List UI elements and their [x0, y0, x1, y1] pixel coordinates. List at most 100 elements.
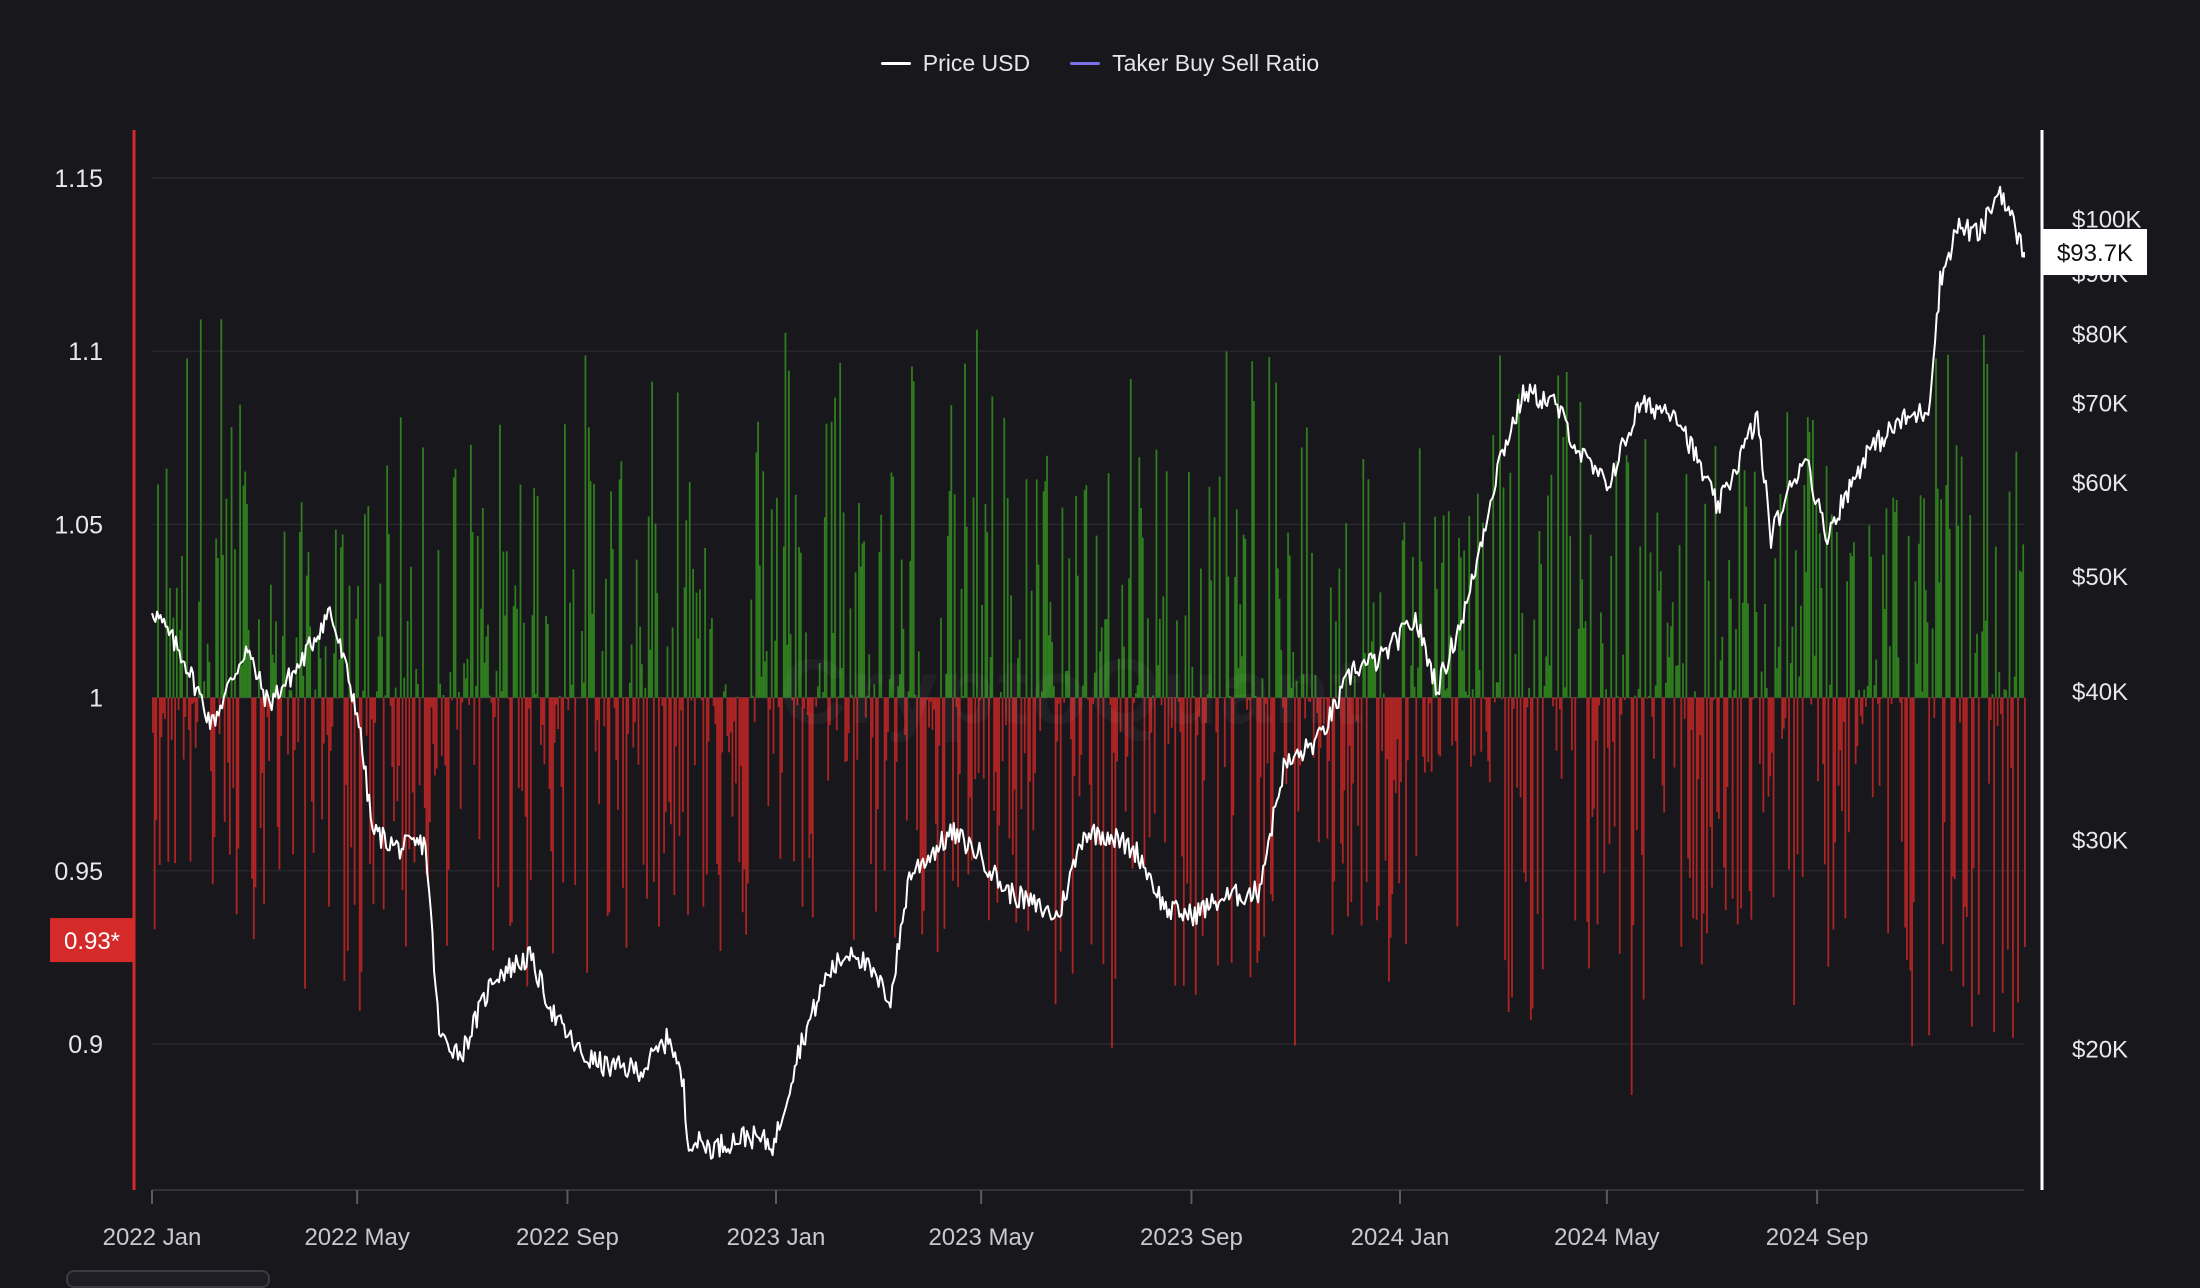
ratio-bar [497, 697, 500, 888]
ratio-bar [803, 697, 806, 709]
chart-legend: Price USD Taker Buy Sell Ratio [0, 50, 2200, 77]
ratio-bar [545, 615, 548, 698]
ratio-bar [570, 684, 573, 698]
ratio-bar [440, 697, 443, 756]
ratio-bar [1594, 697, 1597, 741]
ratio-bar [717, 697, 720, 875]
ratio-bar [1348, 697, 1351, 746]
ratio-bar [1524, 697, 1527, 882]
range-navigator-handle[interactable] [66, 1270, 270, 1288]
ratio-bar [1581, 579, 1584, 698]
price-line-group [151, 185, 2025, 1160]
ratio-bar [976, 329, 978, 698]
ratio-bar [1198, 697, 1201, 717]
ratio-bar [1646, 697, 1648, 699]
right-tick-label: $70K [2072, 390, 2128, 417]
ratio-bar [182, 697, 185, 760]
ratio-bar [225, 498, 228, 698]
ratio-bar [625, 697, 628, 948]
ratio-bar [1984, 620, 1987, 698]
ratio-bar [644, 687, 647, 698]
ratio-bar [1256, 697, 1259, 963]
ratio-bar [1494, 697, 1496, 703]
ratio-bar [1868, 525, 1871, 698]
ratio-bar [1982, 334, 1985, 698]
ratio-bar [1658, 590, 1660, 698]
ratio-bar [1410, 665, 1413, 698]
right-tick-label: $50K [2072, 564, 2128, 591]
ratio-bar [1741, 602, 1744, 698]
ratio-bar [1367, 479, 1370, 698]
ratio-bar [487, 624, 489, 698]
ratio-bar [748, 697, 751, 699]
ratio-bar [897, 686, 900, 698]
ratio-bar [1001, 697, 1004, 762]
ratio-bar [900, 559, 903, 698]
ratio-bar [483, 662, 486, 698]
ratio-bar [594, 697, 597, 752]
ratio-bar [676, 392, 679, 698]
ratio-bar [2020, 571, 2023, 698]
ratio-bar [776, 497, 778, 698]
ratio-bar [1109, 697, 1112, 705]
ratio-bar [1116, 697, 1119, 762]
ratio-bar [647, 516, 650, 698]
ratio-bar [386, 465, 389, 698]
ratio-bar [605, 578, 607, 698]
ratio-bar [979, 697, 982, 701]
ratio-bar [1374, 659, 1377, 698]
ratio-bar [235, 697, 238, 915]
ratio-bar [1948, 528, 1951, 698]
ratio-bars [152, 319, 2026, 1096]
ratio-bar [1976, 633, 1978, 698]
ratio-bar [875, 697, 877, 912]
ratio-bar [1733, 689, 1736, 698]
ratio-bar [451, 697, 453, 701]
ratio-bar [466, 658, 469, 698]
ratio-bar [1938, 582, 1941, 698]
ratio-bar [1692, 697, 1695, 919]
ratio-bar [1434, 516, 1436, 698]
ratio-bar [1709, 697, 1712, 828]
ratio-bar [863, 541, 865, 698]
ratio-bar [1564, 687, 1566, 698]
ratio-bar [1671, 602, 1674, 698]
ratio-bar [1088, 697, 1091, 785]
ratio-bar [345, 697, 347, 785]
ratio-bar [770, 509, 773, 698]
ratio-bar [1403, 522, 1406, 698]
ratio-bar [263, 697, 265, 904]
ratio-bar [1714, 446, 1717, 698]
ratio-bar [2010, 697, 2013, 769]
ratio-bar [924, 697, 927, 864]
ratio-bar [331, 697, 334, 727]
ratio-bar [1933, 697, 1936, 718]
ratio-bar [1955, 445, 1958, 698]
ratio-bar [1430, 697, 1433, 772]
ratio-bar [309, 626, 312, 698]
ratio-bar [1158, 618, 1161, 698]
ratio-bar [704, 547, 706, 698]
ratio-bar [1017, 658, 1019, 698]
ratio-bar [1697, 697, 1700, 780]
x-tick-label: 2024 Sep [1766, 1224, 1869, 1251]
ratio-bar [1353, 675, 1356, 698]
ratio-bar [367, 506, 370, 698]
ratio-bar [830, 421, 833, 698]
ratio-bar [1027, 697, 1030, 931]
ratio-bar [1292, 651, 1295, 698]
ratio-bar [365, 697, 368, 736]
ratio-bar [490, 697, 493, 703]
ratio-bar [1321, 697, 1324, 699]
ratio-bar [1647, 696, 1650, 698]
legend-item-price[interactable]: Price USD [880, 50, 1030, 77]
legend-item-ratio[interactable]: Taker Buy Sell Ratio [1070, 50, 1319, 77]
ratio-bar [1239, 604, 1242, 698]
ratio-bar [1779, 494, 1782, 698]
ratio-bar [1911, 697, 1913, 1047]
ratio-bar [740, 697, 742, 766]
ratio-bar [2018, 570, 2021, 698]
ratio-bar [577, 697, 580, 699]
ratio-bar [1579, 402, 1582, 698]
ratio-bar [1772, 697, 1775, 898]
